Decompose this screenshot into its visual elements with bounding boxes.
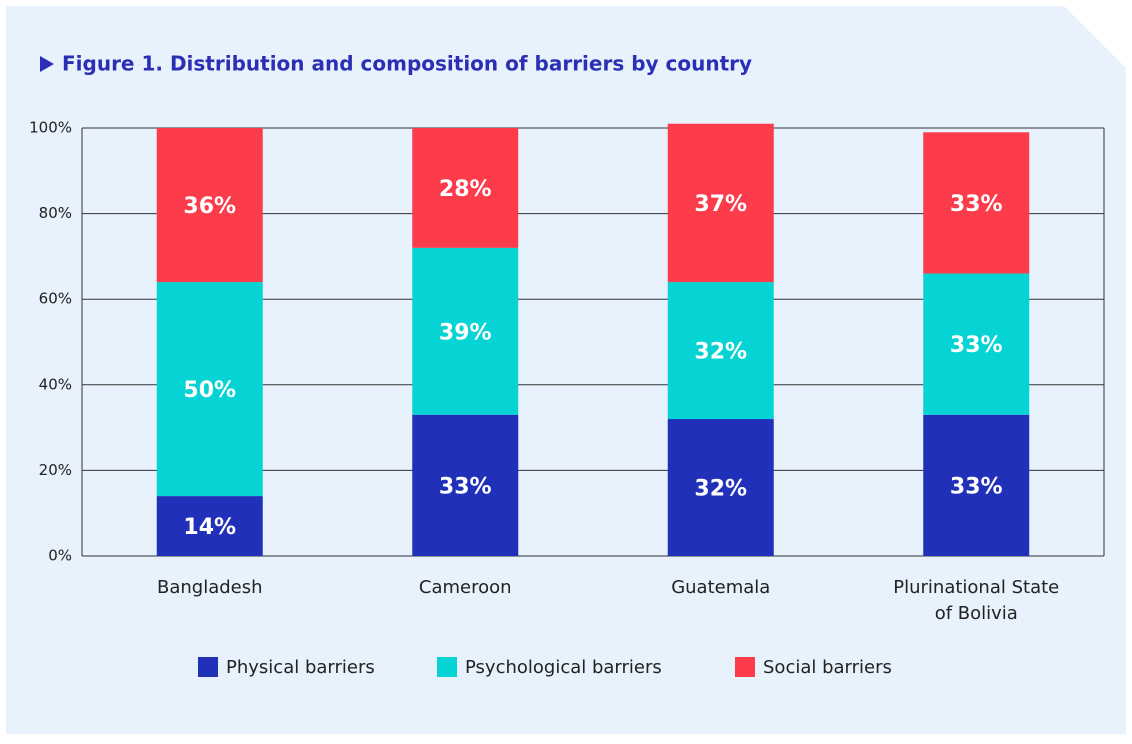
y-tick-label: 0% [48, 547, 72, 565]
bar-segment [156, 128, 263, 283]
bar-segment [412, 247, 519, 415]
value-label: 33% [950, 333, 1003, 358]
value-label: 14% [183, 515, 236, 540]
bar-segment [923, 132, 1030, 274]
title-marker [40, 56, 54, 72]
legend-swatch [198, 657, 218, 677]
bar-segment [412, 414, 519, 556]
bar-segment [667, 419, 774, 556]
value-label: 33% [950, 474, 1003, 499]
legend-label: Physical barriers [226, 657, 375, 678]
value-label: 33% [950, 192, 1003, 217]
legend-swatch [735, 657, 755, 677]
panel [6, 6, 1126, 734]
x-tick-label: Plurinational State of Bolivia [893, 577, 1059, 624]
legend-swatch [437, 657, 457, 677]
legend-label: Psychological barriers [465, 657, 662, 678]
chart-title: Figure 1. Distribution and composition o… [62, 52, 752, 76]
x-tick-label: Bangladesh [157, 577, 263, 598]
bar-segment [412, 128, 519, 248]
bar-segment [923, 273, 1030, 415]
y-tick-label: 20% [39, 461, 72, 479]
x-tick-label: Cameroon [419, 577, 512, 598]
value-label: 32% [694, 477, 747, 502]
bar-segment [667, 282, 774, 420]
value-label: 36% [183, 194, 236, 219]
y-tick-label: 60% [39, 290, 72, 308]
y-tick-label: 80% [39, 204, 72, 222]
bar-segment [667, 123, 774, 283]
value-label: 28% [439, 177, 492, 202]
y-tick-label: 100% [29, 119, 72, 137]
legend-label: Social barriers [763, 657, 892, 678]
x-tick-label: Guatemala [671, 577, 770, 598]
y-tick-label: 40% [39, 375, 72, 393]
bar-segment [156, 282, 263, 497]
bar-segment [156, 496, 263, 556]
value-label: 50% [183, 378, 236, 403]
value-label: 32% [694, 340, 747, 365]
value-label: 33% [439, 474, 492, 499]
value-label: 39% [439, 320, 492, 345]
bar-segment [923, 414, 1030, 556]
value-label: 37% [694, 192, 747, 217]
